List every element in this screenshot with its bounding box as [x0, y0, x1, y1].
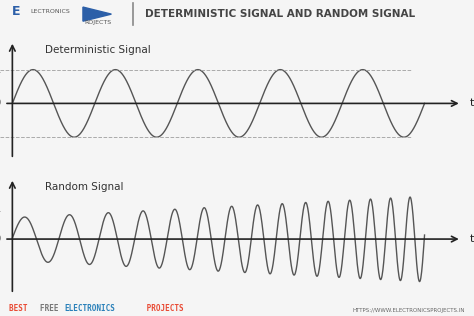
Text: t: t [470, 234, 474, 244]
Text: PROJECTS: PROJECTS [142, 304, 184, 313]
Text: 0: 0 [0, 234, 1, 244]
Text: DETERMINISTIC SIGNAL AND RANDOM SIGNAL: DETERMINISTIC SIGNAL AND RANDOM SIGNAL [145, 9, 415, 19]
Text: Deterministic Signal: Deterministic Signal [46, 45, 151, 55]
Text: 1: 1 [0, 204, 1, 214]
Polygon shape [83, 7, 111, 21]
Text: 1: 1 [0, 65, 1, 75]
Text: t: t [470, 98, 474, 108]
Text: ROJECTS: ROJECTS [84, 20, 111, 25]
Text: HTTPS://WWW.ELECTRONICSPROJECTS.IN: HTTPS://WWW.ELECTRONICSPROJECTS.IN [352, 308, 465, 313]
Text: E: E [12, 5, 20, 18]
Text: LECTRONICS: LECTRONICS [31, 9, 71, 14]
Text: BEST: BEST [9, 304, 33, 313]
Text: 0: 0 [0, 98, 1, 108]
Text: Random Signal: Random Signal [46, 182, 124, 191]
Text: -1: -1 [0, 264, 1, 275]
Text: ELECTRONICS: ELECTRONICS [64, 304, 115, 313]
Text: FREE: FREE [40, 304, 64, 313]
Text: -1: -1 [0, 132, 1, 142]
